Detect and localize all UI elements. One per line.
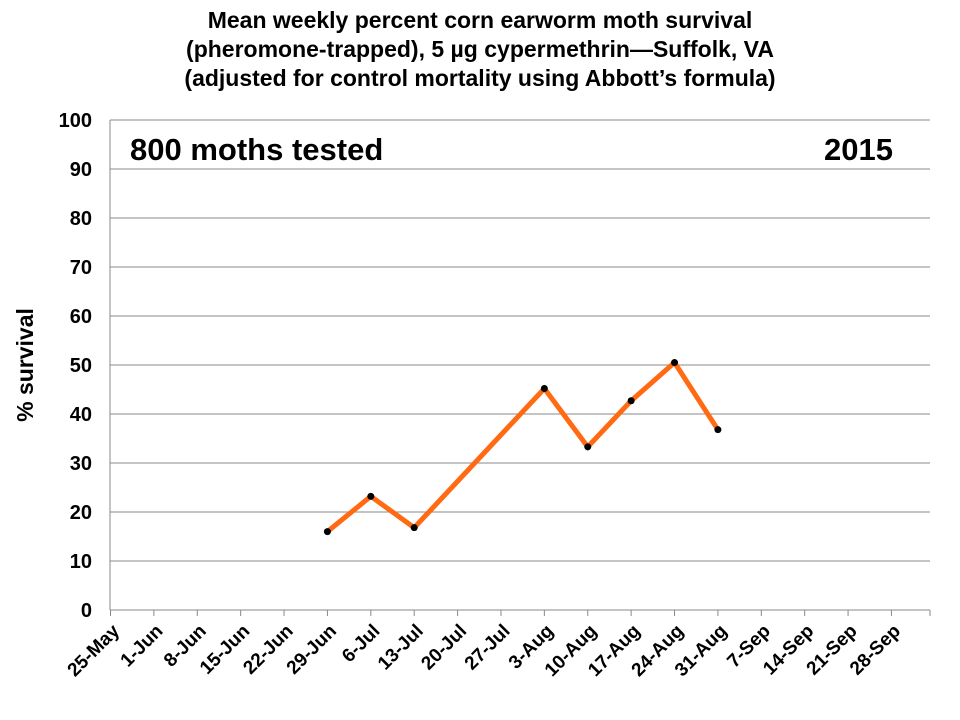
y-axis-label: % survival bbox=[12, 308, 38, 422]
gridlines bbox=[110, 119, 930, 562]
axes bbox=[109, 120, 931, 616]
chart-title-line-3: (adjusted for control mortality using Ab… bbox=[184, 65, 776, 91]
x-axis-ticks: 25-May1-Jun8-Jun15-Jun22-Jun29-Jun6-Jul1… bbox=[64, 610, 905, 681]
y-tick-label-10: 10 bbox=[70, 551, 92, 573]
y-tick-label-100: 100 bbox=[59, 110, 92, 132]
series-group bbox=[323, 358, 722, 536]
annotation-year: 2015 bbox=[824, 132, 893, 167]
data-point-13-Jul bbox=[410, 524, 418, 532]
data-point-29-Jun bbox=[323, 528, 331, 536]
data-point-10-Aug bbox=[584, 443, 592, 451]
x-tick-label-27-Jul: 27-Jul bbox=[461, 621, 515, 675]
data-point-17-Aug bbox=[627, 397, 635, 405]
x-tick-label-29-Jun: 29-Jun bbox=[283, 621, 341, 679]
data-point-3-Aug bbox=[540, 385, 548, 393]
y-axis-ticks: 0 10 20 30 40 50 60 70 80 90 100 bbox=[59, 110, 92, 622]
data-point-6-Jul bbox=[367, 492, 375, 500]
annotation-moths-tested: 800 moths tested bbox=[130, 132, 383, 167]
y-tick-label-50: 50 bbox=[70, 355, 92, 377]
y-tick-label-90: 90 bbox=[70, 159, 92, 181]
chart-title-line-2: (pheromone-trapped), 5 µg cypermethrin—S… bbox=[186, 36, 774, 62]
x-tick-label-20-Jul: 20-Jul bbox=[417, 621, 471, 675]
data-point-24-Aug bbox=[671, 359, 679, 367]
y-tick-label-60: 60 bbox=[70, 306, 92, 328]
x-tick-label-25-May: 25-May bbox=[64, 620, 125, 681]
chart-title: Mean weekly percent corn earworm moth su… bbox=[0, 6, 960, 93]
series-line bbox=[325, 358, 721, 534]
x-tick-label-13-Jul: 13-Jul bbox=[374, 621, 428, 675]
y-tick-label-70: 70 bbox=[70, 257, 92, 279]
y-tick-label-40: 40 bbox=[70, 404, 92, 426]
y-tick-label-0: 0 bbox=[81, 600, 92, 622]
x-tick-label-1-Jun: 1-Jun bbox=[117, 621, 168, 672]
chart-title-line-1: Mean weekly percent corn earworm moth su… bbox=[207, 7, 753, 33]
data-point-31-Aug bbox=[714, 426, 722, 434]
y-tick-label-80: 80 bbox=[70, 208, 92, 230]
y-tick-label-20: 20 bbox=[70, 502, 92, 524]
y-tick-label-30: 30 bbox=[70, 453, 92, 475]
